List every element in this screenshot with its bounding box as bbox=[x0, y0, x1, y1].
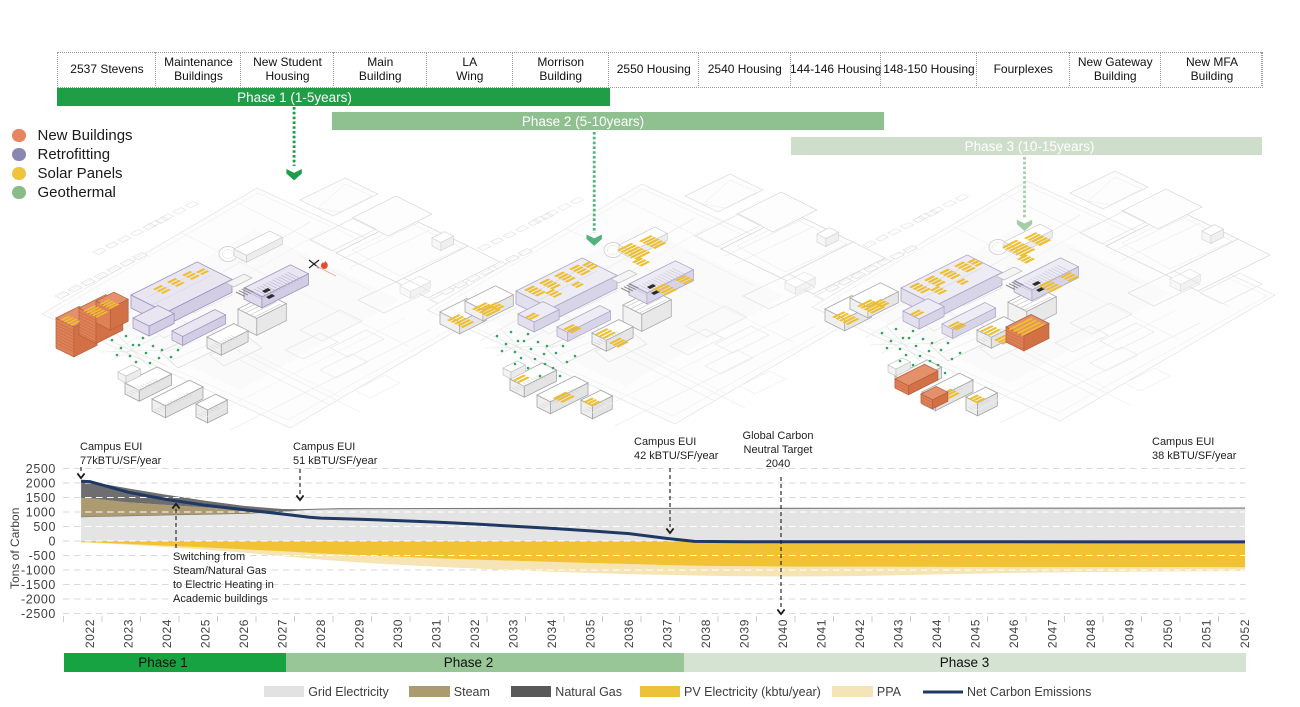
svg-text:2038: 2038 bbox=[699, 619, 713, 648]
svg-text:2044: 2044 bbox=[930, 619, 944, 648]
svg-text:2000: 2000 bbox=[26, 477, 56, 491]
svg-text:2040: 2040 bbox=[776, 619, 790, 648]
svg-text:2046: 2046 bbox=[1007, 619, 1021, 648]
svg-text:2025: 2025 bbox=[199, 619, 213, 648]
svg-text:2033: 2033 bbox=[507, 619, 521, 648]
svg-text:2052: 2052 bbox=[1238, 619, 1252, 648]
svg-text:-2000: -2000 bbox=[21, 593, 56, 607]
svg-text:2022: 2022 bbox=[83, 619, 97, 648]
svg-text:2030: 2030 bbox=[391, 619, 405, 648]
svg-text:2027: 2027 bbox=[276, 619, 290, 648]
svg-text:2028: 2028 bbox=[314, 619, 328, 648]
svg-text:2024: 2024 bbox=[160, 619, 174, 648]
svg-text:2043: 2043 bbox=[892, 619, 906, 648]
svg-text:-1000: -1000 bbox=[21, 564, 56, 578]
svg-text:2031: 2031 bbox=[430, 619, 444, 648]
svg-text:2035: 2035 bbox=[584, 619, 598, 648]
svg-text:2036: 2036 bbox=[622, 619, 636, 648]
svg-text:2049: 2049 bbox=[1123, 619, 1137, 648]
svg-text:Tons of Carbon: Tons of Carbon bbox=[8, 508, 22, 589]
svg-text:1000: 1000 bbox=[26, 506, 56, 520]
svg-text:2037: 2037 bbox=[661, 619, 675, 648]
svg-text:2048: 2048 bbox=[1084, 619, 1098, 648]
svg-text:0: 0 bbox=[48, 535, 56, 549]
svg-text:2034: 2034 bbox=[545, 619, 559, 648]
svg-text:-1500: -1500 bbox=[21, 578, 56, 592]
svg-text:2051: 2051 bbox=[1200, 619, 1214, 648]
svg-text:2047: 2047 bbox=[1046, 619, 1060, 648]
svg-text:2500: 2500 bbox=[26, 462, 56, 476]
svg-text:2026: 2026 bbox=[237, 619, 251, 648]
svg-text:2041: 2041 bbox=[815, 619, 829, 648]
svg-text:2032: 2032 bbox=[468, 619, 482, 648]
svg-text:2039: 2039 bbox=[738, 619, 752, 648]
svg-text:2050: 2050 bbox=[1161, 619, 1175, 648]
svg-text:-500: -500 bbox=[29, 549, 56, 563]
svg-text:1500: 1500 bbox=[26, 491, 56, 505]
svg-text:-2500: -2500 bbox=[21, 607, 56, 621]
svg-text:2042: 2042 bbox=[853, 619, 867, 648]
svg-text:2045: 2045 bbox=[969, 619, 983, 648]
svg-text:500: 500 bbox=[33, 520, 56, 534]
svg-text:2023: 2023 bbox=[122, 619, 136, 648]
svg-text:2029: 2029 bbox=[353, 619, 367, 648]
